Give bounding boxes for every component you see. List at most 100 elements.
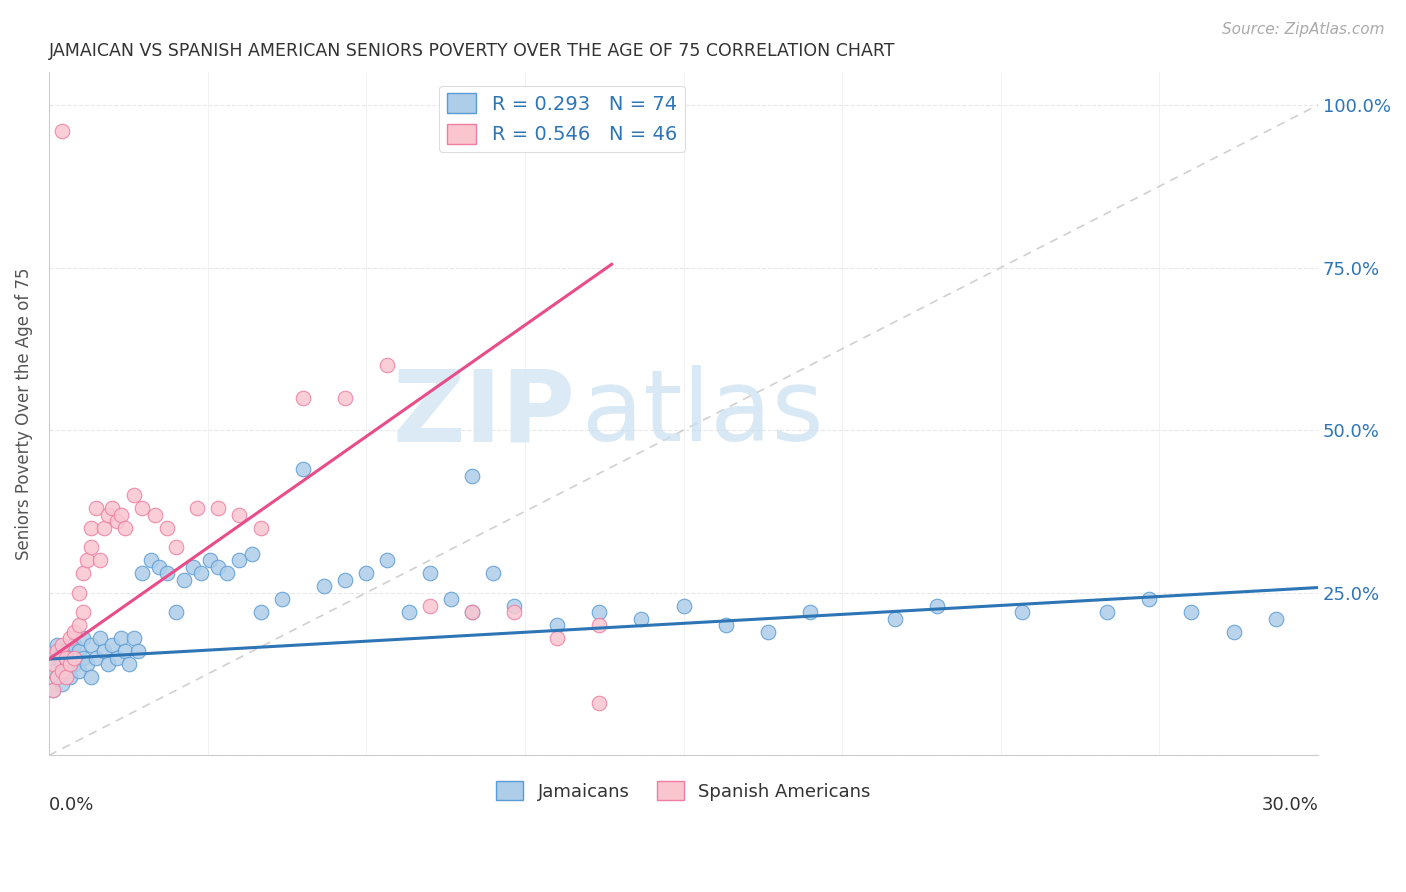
Point <box>55 664 77 678</box>
Point <box>1264 612 1286 626</box>
Point <box>46 670 69 684</box>
Point <box>270 592 292 607</box>
Point <box>190 566 212 581</box>
Point <box>72 566 94 581</box>
Point <box>588 605 610 619</box>
Point <box>63 638 86 652</box>
Point <box>249 521 271 535</box>
Point <box>291 391 314 405</box>
Point <box>89 632 111 646</box>
Point <box>93 521 115 535</box>
Point <box>198 553 221 567</box>
Point <box>51 644 73 658</box>
Point <box>51 638 73 652</box>
Point <box>80 540 103 554</box>
Text: JAMAICAN VS SPANISH AMERICAN SENIORS POVERTY OVER THE AGE OF 75 CORRELATION CHAR: JAMAICAN VS SPANISH AMERICAN SENIORS POV… <box>49 42 896 60</box>
Point <box>503 599 526 613</box>
Text: 0.0%: 0.0% <box>49 797 94 814</box>
Point <box>419 566 441 581</box>
Point <box>461 605 484 619</box>
Point <box>72 605 94 619</box>
Point <box>110 632 132 646</box>
Point <box>1180 605 1202 619</box>
Point <box>63 624 86 639</box>
Point <box>67 618 90 632</box>
Point <box>291 462 314 476</box>
Point <box>630 612 652 626</box>
Point <box>312 579 335 593</box>
Point <box>114 644 136 658</box>
Point <box>1222 624 1244 639</box>
Point <box>51 124 73 138</box>
Point <box>51 677 73 691</box>
Point <box>131 566 153 581</box>
Point <box>105 650 128 665</box>
Point <box>546 632 568 646</box>
Legend: Jamaicans, Spanish Americans: Jamaicans, Spanish Americans <box>489 774 877 808</box>
Point <box>461 468 484 483</box>
Point <box>101 638 124 652</box>
Point <box>228 553 250 567</box>
Point <box>67 644 90 658</box>
Point <box>76 657 98 672</box>
Point <box>80 521 103 535</box>
Point <box>181 559 204 574</box>
Point <box>84 501 107 516</box>
Point <box>105 514 128 528</box>
Point <box>59 632 82 646</box>
Point <box>546 618 568 632</box>
Point <box>1137 592 1160 607</box>
Text: atlas: atlas <box>582 366 824 462</box>
Point <box>76 553 98 567</box>
Point <box>80 670 103 684</box>
Point <box>419 599 441 613</box>
Point <box>148 559 170 574</box>
Point <box>377 553 399 567</box>
Point <box>63 650 86 665</box>
Point <box>89 553 111 567</box>
Point <box>799 605 821 619</box>
Point <box>55 670 77 684</box>
Point <box>55 644 77 658</box>
Point <box>67 664 90 678</box>
Point <box>72 650 94 665</box>
Point <box>139 553 162 567</box>
Point <box>207 501 229 516</box>
Point <box>93 644 115 658</box>
Point <box>461 605 484 619</box>
Point <box>51 664 73 678</box>
Point <box>249 605 271 619</box>
Point <box>377 358 399 372</box>
Point <box>156 566 179 581</box>
Text: ZIP: ZIP <box>392 366 575 462</box>
Point <box>672 599 695 613</box>
Point <box>46 638 69 652</box>
Point <box>1011 605 1033 619</box>
Point <box>122 632 145 646</box>
Point <box>240 547 263 561</box>
Point <box>59 650 82 665</box>
Point <box>156 521 179 535</box>
Point <box>186 501 208 516</box>
Point <box>118 657 141 672</box>
Point <box>884 612 907 626</box>
Point <box>482 566 505 581</box>
Point <box>165 605 187 619</box>
Point <box>440 592 463 607</box>
Point <box>756 624 779 639</box>
Point <box>97 657 120 672</box>
Point <box>80 638 103 652</box>
Point <box>59 657 82 672</box>
Text: Source: ZipAtlas.com: Source: ZipAtlas.com <box>1222 22 1385 37</box>
Point <box>122 488 145 502</box>
Point <box>333 573 356 587</box>
Point <box>55 650 77 665</box>
Point <box>131 501 153 516</box>
Point <box>127 644 149 658</box>
Point <box>42 664 65 678</box>
Point <box>46 644 69 658</box>
Point <box>1095 605 1118 619</box>
Point <box>228 508 250 522</box>
Point <box>59 670 82 684</box>
Point <box>84 650 107 665</box>
